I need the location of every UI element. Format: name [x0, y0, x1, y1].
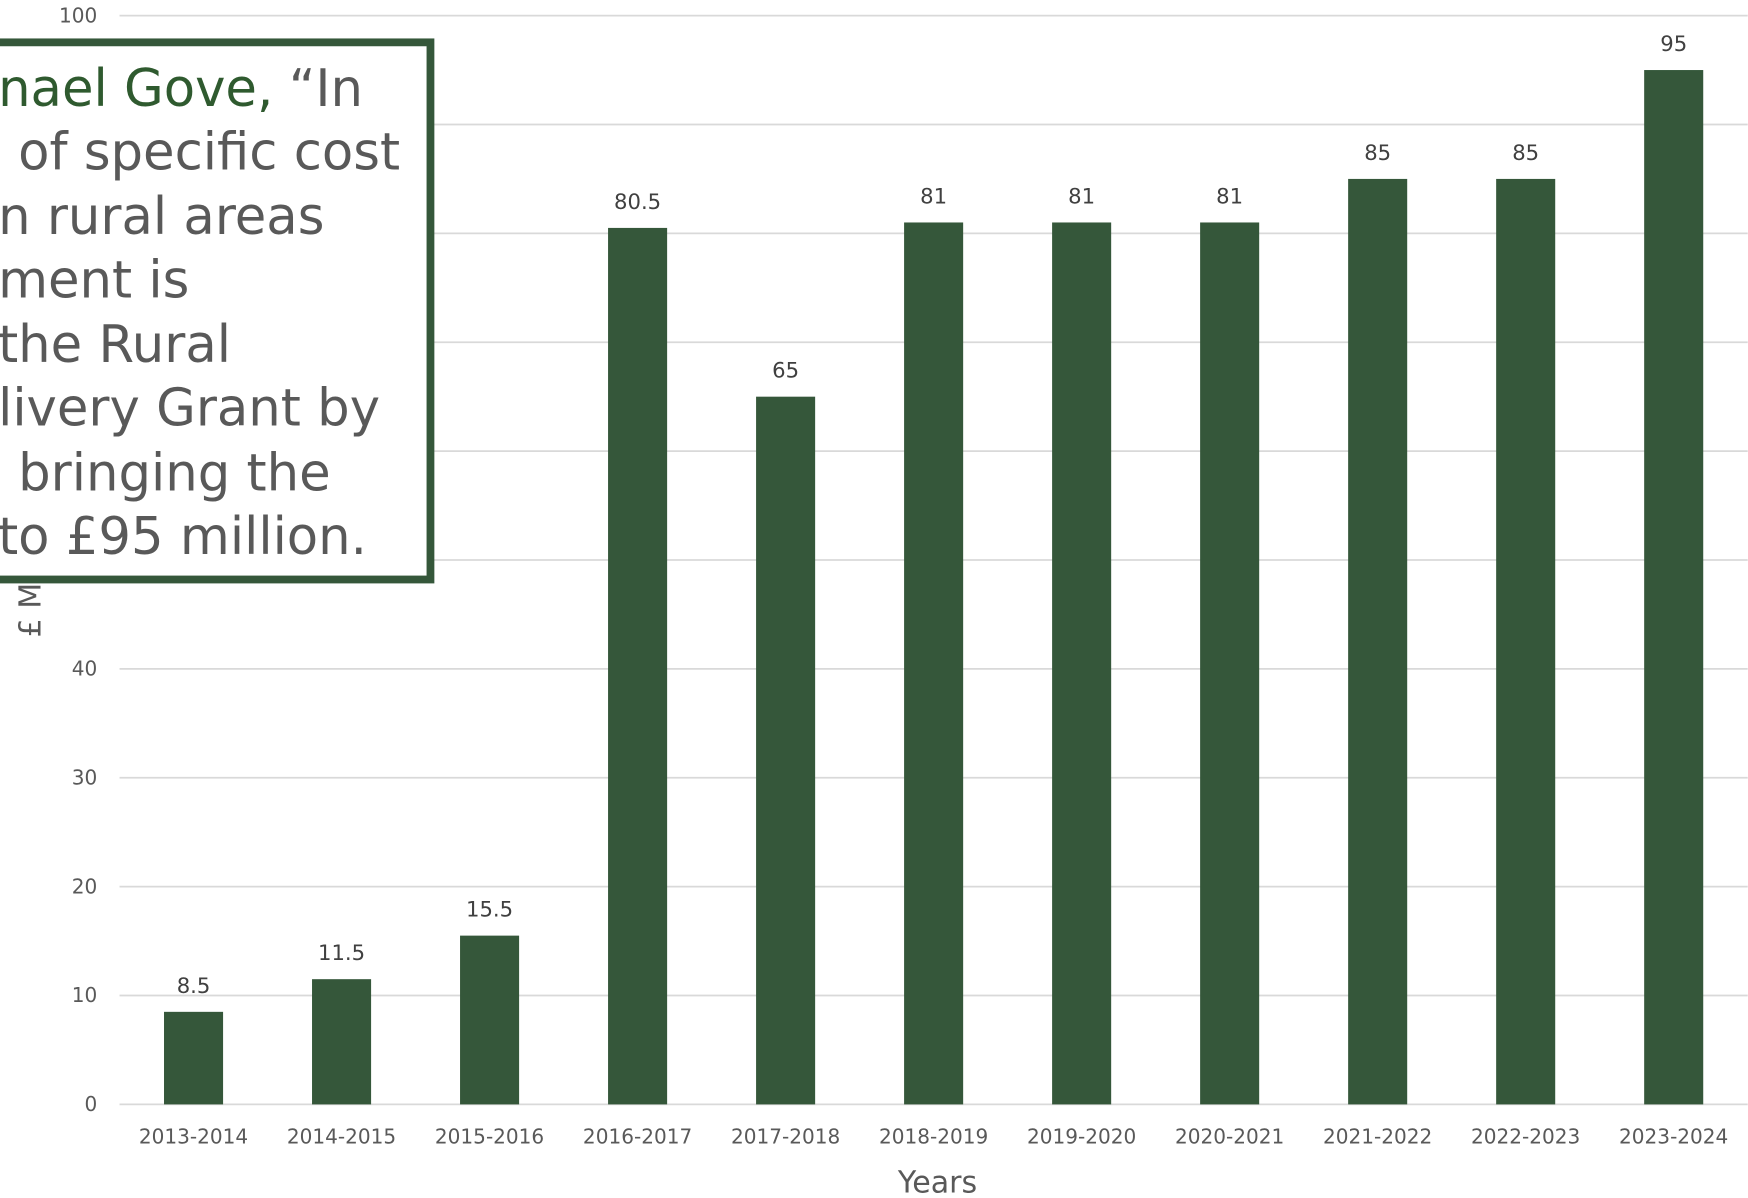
bar	[904, 222, 964, 1105]
x-tick-label: 2018-2019	[879, 1124, 988, 1148]
y-tick-label: 10	[72, 983, 98, 1007]
value-label: 81	[1068, 184, 1095, 209]
y-axis-label: £ M	[13, 583, 48, 638]
annotation-box: nael Gove, “In of specific cost n rural are…	[0, 38, 435, 584]
annotation-line: the Rural	[0, 315, 231, 375]
bar	[1200, 222, 1260, 1105]
bar	[608, 227, 668, 1105]
y-tick-label: 100	[59, 3, 97, 27]
bar	[756, 396, 816, 1105]
annotation-highlight: nael Gove,	[0, 59, 273, 119]
x-tick-label: 2021-2022	[1323, 1124, 1432, 1148]
bar	[1644, 70, 1704, 1105]
annotation-line: livery Grant by	[0, 379, 380, 439]
bar	[460, 935, 520, 1105]
x-axis-label: Years	[897, 1165, 977, 1198]
y-tick-label: 20	[72, 874, 98, 898]
x-tick-label: 2017-2018	[731, 1124, 840, 1148]
x-tick-label: 2014-2015	[287, 1124, 396, 1148]
annotation-frame	[0, 38, 435, 584]
y-tick-label: 40	[72, 657, 98, 681]
annotation-text: nael Gove, “In of specific cost n rural are…	[0, 59, 400, 567]
value-label: 85	[1364, 140, 1391, 165]
value-label: 15.5	[466, 897, 513, 922]
y-tick-label: 0	[84, 1092, 97, 1116]
value-label: 80.5	[614, 189, 661, 214]
bar	[312, 979, 372, 1105]
value-label: 65	[772, 358, 799, 383]
annotation-line: to £95 million.	[0, 507, 367, 567]
value-label: 85	[1512, 140, 1539, 165]
x-tick-label: 2020-2021	[1175, 1124, 1284, 1148]
value-label: 95	[1660, 31, 1687, 56]
annotation-line: “In	[289, 59, 363, 119]
x-tick-label: 2023-2024	[1619, 1124, 1728, 1148]
value-label: 11.5	[318, 940, 365, 965]
x-tick-label: 2013-2014	[139, 1124, 248, 1148]
x-tick-label: 2015-2016	[435, 1124, 544, 1148]
value-label: 81	[1216, 184, 1243, 209]
value-label: 8.5	[177, 973, 211, 998]
bar	[164, 1011, 224, 1105]
x-tick-label: 2022-2023	[1471, 1124, 1580, 1148]
annotation-line: of specific cost	[18, 122, 400, 182]
annotation-line: bringing the	[18, 443, 331, 503]
annotation-line: n rural areas	[0, 187, 324, 247]
value-label: 81	[920, 184, 947, 209]
bar	[1052, 222, 1112, 1105]
annotation-line: ment is	[0, 251, 189, 311]
x-tick-label: 2016-2017	[583, 1124, 692, 1148]
bar	[1496, 178, 1556, 1105]
x-tick-label: 2019-2020	[1027, 1124, 1136, 1148]
bar	[1348, 178, 1408, 1105]
y-tick-label: 30	[72, 765, 98, 789]
